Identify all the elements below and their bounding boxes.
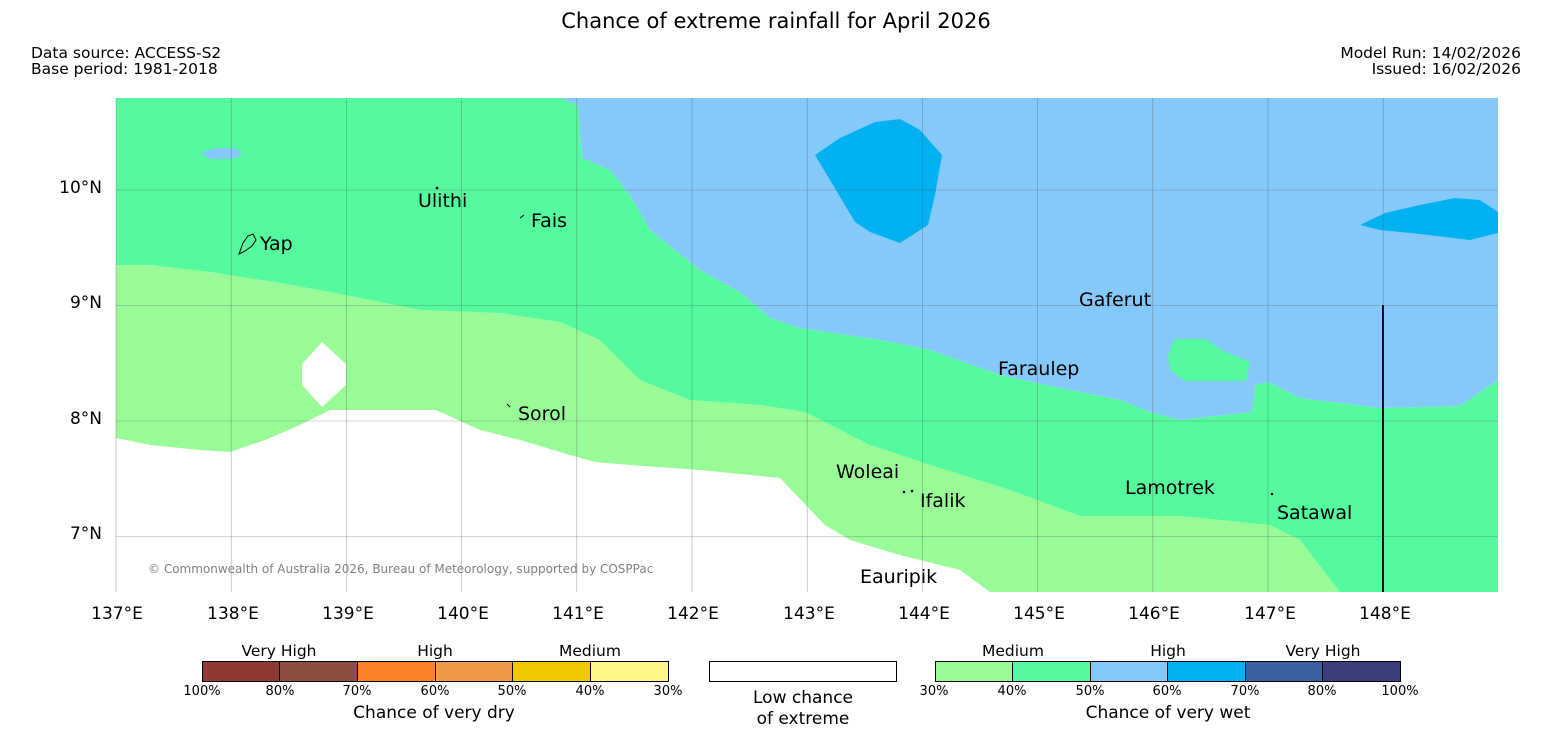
dry-swatch-60-70 [357, 661, 437, 682]
data-source: Data source: ACCESS-S2 [31, 44, 222, 62]
lat-label-7n: 7°N [69, 524, 102, 544]
copyright-notice: © Commonwealth of Australia 2026, Bureau… [148, 562, 654, 576]
region-medium-30-40 [116, 265, 1340, 592]
lat-label-8n: 8°N [69, 409, 102, 429]
dry-legend-title: Chance of very dry [353, 703, 515, 723]
lon-label-145e: 145°E [1013, 604, 1065, 624]
wet-legend-title: Chance of very wet [1085, 703, 1251, 723]
wet-category-medium: Medium [982, 642, 1044, 660]
dry-pct-30: 30% [653, 684, 683, 699]
region-high-patch-west [200, 148, 243, 159]
lon-label-138e: 138°E [207, 604, 259, 624]
lon-label-142e: 142°E [667, 604, 719, 624]
ifalik-marker-b [910, 489, 914, 493]
dry-pct-80: 80% [265, 684, 295, 699]
place-woleai: Woleai [836, 461, 900, 483]
satawal-marker [1270, 492, 1274, 496]
wet-pct-70: 70% [1230, 684, 1260, 699]
dry-category-high: High [417, 642, 453, 660]
low-chance-line1: Low chance [753, 688, 853, 708]
meta-left: Data source: ACCESS-S2 Base period: 1981… [31, 45, 221, 77]
dry-swatch-30-40 [590, 661, 669, 682]
dry-category-medium: Medium [559, 642, 621, 660]
lon-label-141e: 141°E [552, 604, 604, 624]
dry-pct-100: 100% [183, 684, 221, 699]
place-fais: Fais [531, 210, 568, 232]
region-low-patch [302, 342, 346, 407]
wet-swatch-80-100 [1322, 661, 1401, 682]
lon-label-146e: 146°E [1128, 604, 1180, 624]
lon-label-147e: 147°E [1244, 604, 1296, 624]
dry-swatch-80-100 [202, 661, 281, 682]
place-lamotrek: Lamotrek [1125, 477, 1215, 499]
wet-swatch-70-80 [1245, 661, 1324, 682]
dry-swatch-70-80 [279, 661, 359, 682]
map-title: Chance of extreme rainfall for April 202… [561, 9, 991, 33]
ulithi-marker [435, 186, 439, 190]
low-chance-swatch [709, 661, 897, 682]
lon-label-148e: 148°E [1359, 604, 1411, 624]
place-ifalik: Ifalik [920, 490, 966, 512]
place-faraulep: Faraulep [998, 358, 1080, 380]
wet-swatch-40-50 [1012, 661, 1092, 682]
dry-swatch-50-60 [435, 661, 514, 682]
dry-pct-70: 70% [342, 684, 372, 699]
dry-pct-40: 40% [575, 684, 605, 699]
region-medium-patch [1168, 339, 1250, 381]
place-eauripik: Eauripik [860, 566, 938, 588]
fais-marker [519, 214, 525, 219]
dry-pct-50: 50% [497, 684, 527, 699]
region-high-60-70-north [815, 119, 942, 243]
wet-pct-50: 50% [1075, 684, 1105, 699]
lon-label-144e: 144°E [898, 604, 950, 624]
wet-pct-30: 30% [919, 684, 949, 699]
base-period: Base period: 1981-2018 [31, 60, 218, 78]
wet-category-high: High [1150, 642, 1186, 660]
model-run: Model Run: 14/02/2026 [1340, 44, 1521, 62]
lat-label-10n: 10°N [59, 178, 102, 198]
lat-label-9n: 9°N [69, 293, 102, 313]
place-sorol: Sorol [518, 403, 566, 425]
lon-label-137e: 137°E [91, 604, 143, 624]
issued-date: Issued: 16/02/2026 [1371, 60, 1521, 78]
wet-category-very-high: Very High [1285, 642, 1361, 660]
region-high-50-60 [560, 98, 1498, 420]
wet-pct-40: 40% [997, 684, 1027, 699]
gridlines [115, 98, 1498, 592]
sorol-marker [506, 403, 511, 408]
island-markers [238, 186, 1274, 496]
dry-pct-60: 60% [420, 684, 450, 699]
region-high-60-70-east [1360, 198, 1498, 240]
place-ulithi: Ulithi [418, 190, 468, 212]
dry-swatch-40-50 [512, 661, 592, 682]
lon-label-140e: 140°E [437, 604, 489, 624]
ifalik-marker-a [902, 490, 906, 494]
wet-swatch-50-60 [1090, 661, 1169, 682]
lon-label-143e: 143°E [783, 604, 835, 624]
wet-pct-80: 80% [1307, 684, 1337, 699]
place-satawal: Satawal [1277, 502, 1353, 524]
wet-pct-60: 60% [1152, 684, 1182, 699]
lon-label-139e: 139°E [322, 604, 374, 624]
place-gaferut: Gaferut [1079, 289, 1152, 311]
place-yap: Yap [260, 233, 293, 255]
yap-island-shape [238, 233, 257, 256]
wet-swatch-30-40 [935, 661, 1014, 682]
wet-pct-100: 100% [1381, 684, 1419, 699]
dry-category-very-high: Very High [241, 642, 317, 660]
wet-swatch-60-70 [1167, 661, 1247, 682]
meta-right: Model Run: 14/02/2026 Issued: 16/02/2026 [1340, 45, 1521, 77]
low-chance-line2: of extreme [756, 709, 850, 729]
